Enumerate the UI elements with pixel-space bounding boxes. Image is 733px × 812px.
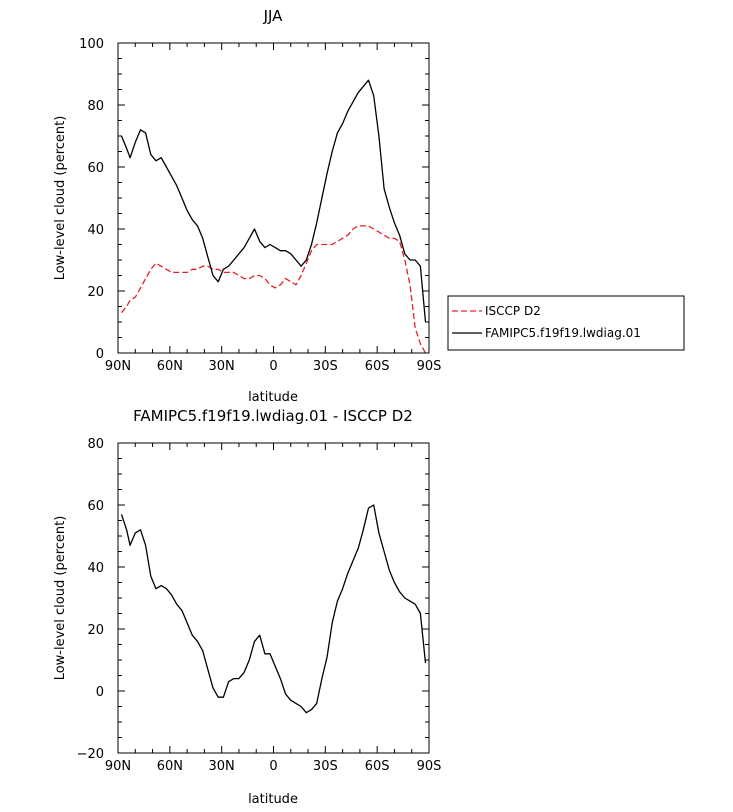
- x-tick-label: 60S: [365, 359, 390, 374]
- legend-label-isccp: ISCCP D2: [485, 304, 541, 318]
- y-tick-label: 100: [79, 37, 104, 52]
- bottom-tick-labels: 90N 60N 30N 0 30S 60S 90S −20 0 20 40 60 80: [77, 437, 442, 774]
- y-tick-label: 0: [96, 347, 104, 362]
- bottom-panel: FAMIPC5.f19f19.lwdiag.01 - ISCCP D2 90N 6…: [53, 407, 441, 807]
- series-line: [120, 79, 427, 323]
- top-y-axis-label: Low-level cloud (percent): [53, 116, 68, 281]
- y-tick-label: 40: [87, 223, 104, 238]
- y-tick-label: 80: [87, 437, 104, 452]
- series-line: [120, 504, 427, 714]
- bottom-y-axis-label: Low-level cloud (percent): [53, 516, 68, 681]
- x-tick-label: 90S: [417, 359, 442, 374]
- y-tick-label: 20: [87, 623, 104, 638]
- bottom-tick-marks: [117, 442, 430, 754]
- y-tick-label: 60: [87, 161, 104, 176]
- y-tick-label: 80: [87, 99, 104, 114]
- top-chart-title: JJA: [263, 7, 284, 25]
- top-plot-frame: [117, 42, 430, 354]
- y-tick-label: 60: [87, 499, 104, 514]
- x-tick-label: 60N: [157, 759, 183, 774]
- y-tick-label: 40: [87, 561, 104, 576]
- y-tick-label: 20: [87, 285, 104, 300]
- x-tick-label: 0: [269, 359, 277, 374]
- x-tick-label: 30S: [313, 359, 338, 374]
- x-tick-label: 30N: [209, 359, 235, 374]
- legend: ISCCP D2 FAMIPC5.f19f19.lwdiag.01: [447, 295, 685, 351]
- x-tick-label: 30S: [313, 759, 338, 774]
- legend-box: [447, 295, 685, 351]
- series-line: [120, 225, 427, 354]
- x-tick-label: 90N: [105, 359, 131, 374]
- y-tick-label: 0: [96, 685, 104, 700]
- top-series-group: [120, 79, 427, 354]
- x-tick-label: 30N: [209, 759, 235, 774]
- top-x-axis-label: latitude: [248, 390, 298, 405]
- bottom-x-axis-label: latitude: [248, 792, 298, 807]
- y-tick-label: −20: [77, 747, 104, 762]
- top-tick-marks: [117, 42, 430, 354]
- legend-label-famipc5: FAMIPC5.f19f19.lwdiag.01: [485, 326, 641, 340]
- x-tick-label: 90S: [417, 759, 442, 774]
- x-tick-label: 60N: [157, 359, 183, 374]
- top-panel: JJA 90N 60N 30N 0 30S 60S 90S 0 20 40 60 80 100 lati…: [53, 7, 441, 405]
- bottom-plot-frame: [117, 442, 430, 754]
- x-tick-label: 90N: [105, 759, 131, 774]
- x-tick-label: 60S: [365, 759, 390, 774]
- top-tick-labels: 90N 60N 30N 0 30S 60S 90S 0 20 40 60 80 100: [79, 37, 441, 374]
- x-tick-label: 0: [269, 759, 277, 774]
- bottom-series-group: [120, 504, 427, 714]
- bottom-chart-title: FAMIPC5.f19f19.lwdiag.01 - ISCCP D2: [133, 407, 413, 425]
